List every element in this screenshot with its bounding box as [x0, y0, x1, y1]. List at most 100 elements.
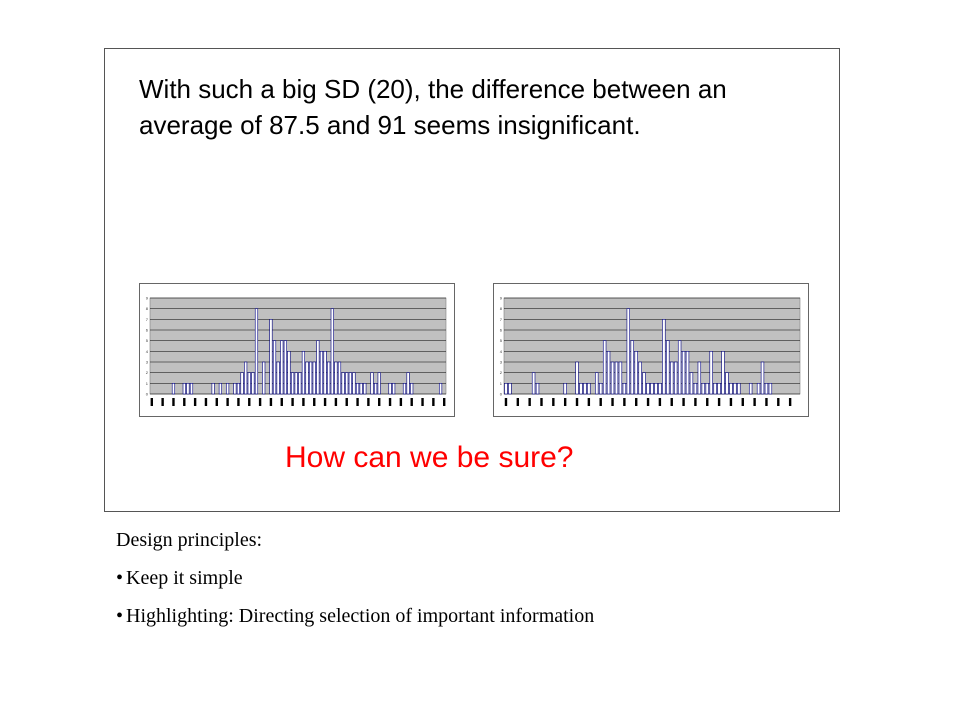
histogram-bar: [348, 372, 352, 395]
x-tick-label: [193, 398, 197, 406]
histogram-bar: [406, 372, 410, 395]
y-tick-label: 9: [146, 296, 149, 301]
notes-heading: Design principles:: [116, 529, 263, 551]
histogram-bar: [681, 351, 686, 395]
x-tick-label: [563, 398, 567, 406]
histogram-bar: [622, 383, 627, 395]
callout-question: How can we be sure?: [285, 441, 574, 474]
histogram-bar: [236, 383, 241, 395]
x-tick-label: [741, 398, 744, 406]
plot-area: [503, 297, 801, 395]
histogram-bar: [283, 340, 287, 395]
histogram-bar: [363, 383, 367, 395]
histogram-right: 0 1 2 3 4 5 6 7 8 9: [493, 283, 809, 417]
x-tick-label: [658, 398, 662, 406]
histogram-bar: [298, 372, 302, 395]
design-notes: Design principles: • Keep it simple • High…: [116, 526, 876, 640]
x-tick-label: [421, 398, 424, 406]
histogram-bar: [662, 319, 666, 395]
histogram-bar: [575, 361, 579, 395]
histogram-bar: [312, 361, 316, 395]
histogram-bar: [693, 383, 698, 395]
histogram-bar: [733, 383, 737, 395]
histogram-bar: [673, 361, 678, 395]
histogram-bar: [717, 383, 721, 395]
histogram-bar: [587, 383, 591, 395]
histogram-bar: [402, 383, 407, 395]
x-tick-label: [717, 398, 721, 406]
y-tick-label: 2: [500, 370, 503, 375]
histogram-bar: [563, 383, 567, 395]
histogram-bar: [764, 383, 769, 395]
histogram-bar: [725, 372, 729, 395]
histogram-bar: [666, 340, 670, 395]
histogram-bar: [355, 383, 360, 395]
notes-item-text: Highlighting: Directing selection of imp…: [126, 605, 595, 627]
histogram-bar: [579, 383, 583, 395]
histogram-bar: [439, 383, 443, 395]
histogram-bar: [305, 361, 309, 395]
y-tick-label: 0: [500, 392, 503, 397]
x-tick-label: [410, 398, 413, 406]
y-tick-label: 3: [500, 360, 503, 365]
histogram-bar: [634, 351, 638, 395]
histogram-bar: [374, 383, 378, 395]
x-tick-label: [269, 398, 273, 406]
x-tick-label: [334, 398, 338, 406]
x-tick-label: [183, 398, 186, 406]
histogram-bar: [737, 383, 741, 395]
histogram-bar: [262, 361, 266, 395]
histogram-bar: [211, 383, 215, 395]
y-tick-label: 1: [146, 381, 149, 386]
x-tick-label: [399, 398, 403, 406]
histogram-bar: [287, 351, 291, 395]
x-tick-label: [706, 398, 709, 406]
x-tick-label: [172, 398, 175, 406]
histogram-bar: [610, 361, 615, 395]
y-tick-label: 6: [500, 328, 503, 333]
histogram-bar: [233, 383, 237, 395]
x-tick-label: [694, 398, 697, 406]
histogram-bar: [240, 372, 244, 395]
histogram-bar: [247, 372, 251, 395]
x-tick-label: [432, 398, 435, 406]
histogram-bar: [182, 383, 186, 395]
histogram-bar: [614, 361, 619, 395]
x-tick-label: [302, 398, 305, 406]
x-tick-label: [682, 398, 685, 406]
histogram-bar: [654, 383, 658, 395]
histogram-bar: [583, 383, 587, 395]
histogram-bar: [685, 351, 690, 395]
x-tick-label: [161, 398, 164, 406]
notes-list: • Keep it simple • Highlighting: Directing…: [116, 564, 876, 630]
histogram-bar: [677, 340, 682, 395]
histogram-bar: [410, 383, 414, 395]
histogram-bar: [768, 383, 773, 395]
x-tick-label: [313, 398, 316, 406]
x-tick-label: [623, 398, 626, 406]
x-tick-label: [599, 398, 602, 406]
histogram-bar: [301, 351, 305, 395]
x-tick-label: [258, 398, 262, 406]
histogram-bar: [272, 340, 277, 395]
x-tick-label: [552, 398, 555, 406]
histogram-bar: [392, 383, 396, 395]
histogram-bar: [269, 319, 273, 395]
histogram-bar: [508, 383, 512, 395]
histogram-bar: [642, 372, 646, 395]
histogram-bar: [345, 372, 349, 395]
y-tick-label: 6: [146, 328, 149, 333]
histogram-bar: [244, 361, 248, 395]
slide-headline: With such a big SD (20), the difference …: [139, 74, 727, 140]
histogram-bar: [294, 372, 298, 395]
histogram-bar: [337, 361, 342, 395]
x-tick-label: [788, 398, 792, 406]
histogram-bar: [729, 383, 733, 395]
x-tick-label: [729, 398, 733, 406]
histogram-right-plot: 0 1 2 3 4 5 6 7 8 9: [500, 296, 801, 406]
y-tick-label: 8: [146, 306, 149, 311]
y-tick-label: 2: [146, 370, 149, 375]
x-tick-label: [635, 398, 638, 406]
histogram-bar: [658, 383, 662, 395]
x-tick-label: [528, 398, 531, 406]
